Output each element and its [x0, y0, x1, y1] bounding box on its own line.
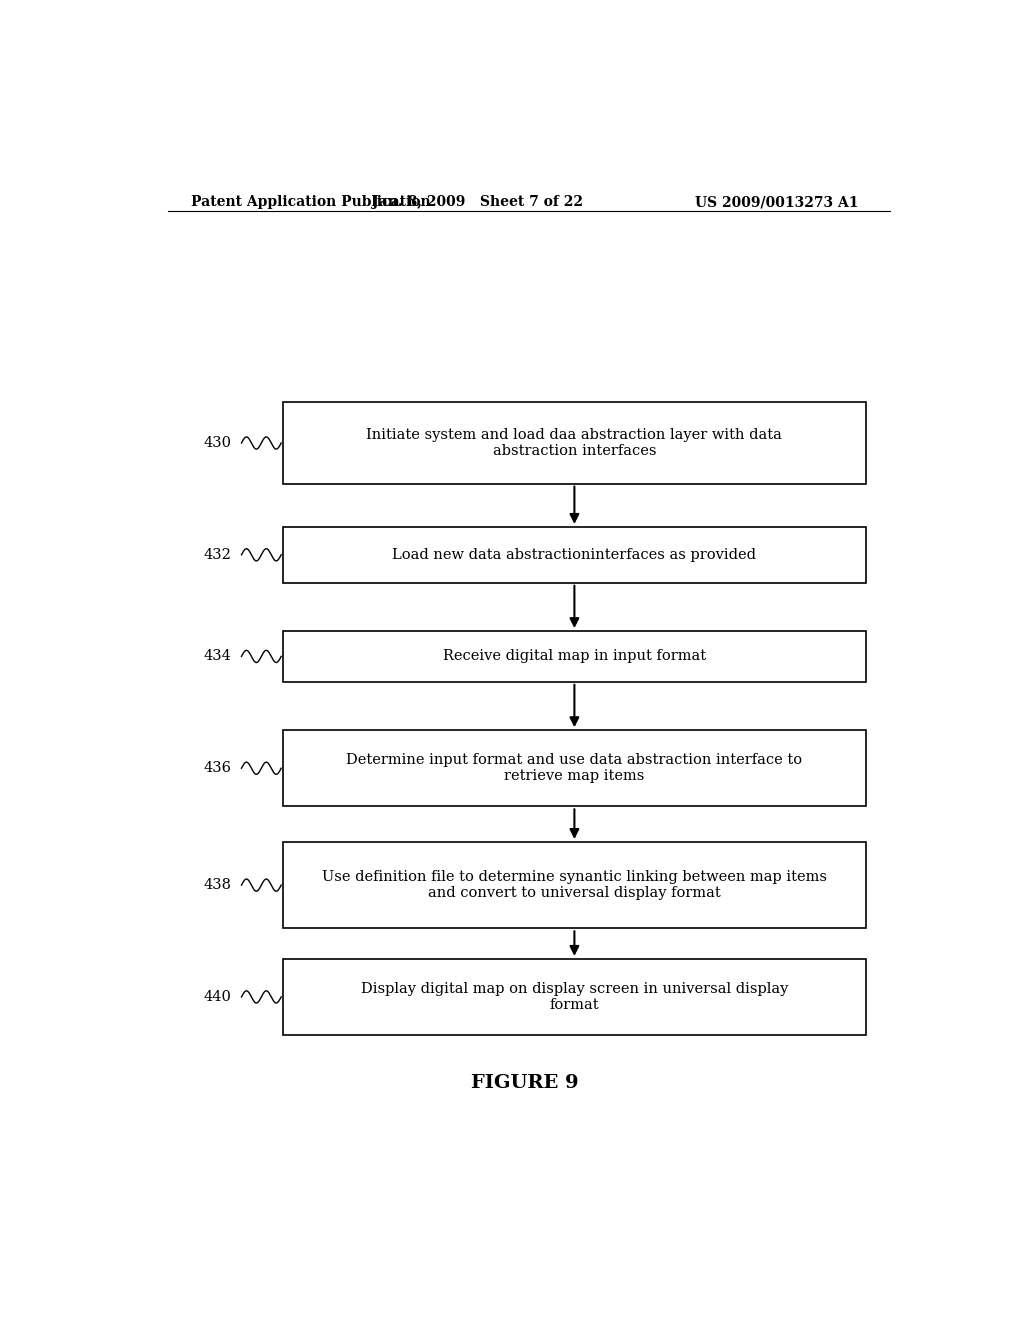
Text: 432: 432 — [204, 548, 231, 562]
Text: Initiate system and load daa abstraction layer with data
abstraction interfaces: Initiate system and load daa abstraction… — [367, 428, 782, 458]
Text: Receive digital map in input format: Receive digital map in input format — [442, 649, 706, 664]
Text: 438: 438 — [203, 878, 231, 892]
Text: US 2009/0013273 A1: US 2009/0013273 A1 — [694, 195, 858, 209]
Bar — [283, 842, 866, 928]
Text: Use definition file to determine synantic linking between map items
and convert : Use definition file to determine synanti… — [322, 870, 827, 900]
Text: 434: 434 — [204, 649, 231, 664]
Text: Display digital map on display screen in universal display
format: Display digital map on display screen in… — [360, 982, 788, 1012]
Text: Determine input format and use data abstraction interface to
retrieve map items: Determine input format and use data abst… — [346, 754, 803, 783]
Text: 440: 440 — [204, 990, 231, 1005]
Text: 430: 430 — [203, 436, 231, 450]
Text: 436: 436 — [203, 762, 231, 775]
Text: Load new data abstractioninterfaces as provided: Load new data abstractioninterfaces as p… — [392, 548, 757, 562]
Text: Patent Application Publication: Patent Application Publication — [191, 195, 431, 209]
Bar — [283, 631, 866, 682]
Bar — [283, 527, 866, 582]
Bar — [283, 958, 866, 1035]
Bar — [283, 403, 866, 483]
Text: Jan. 8, 2009   Sheet 7 of 22: Jan. 8, 2009 Sheet 7 of 22 — [372, 195, 583, 209]
Text: FIGURE 9: FIGURE 9 — [471, 1074, 579, 1093]
Bar — [283, 730, 866, 807]
